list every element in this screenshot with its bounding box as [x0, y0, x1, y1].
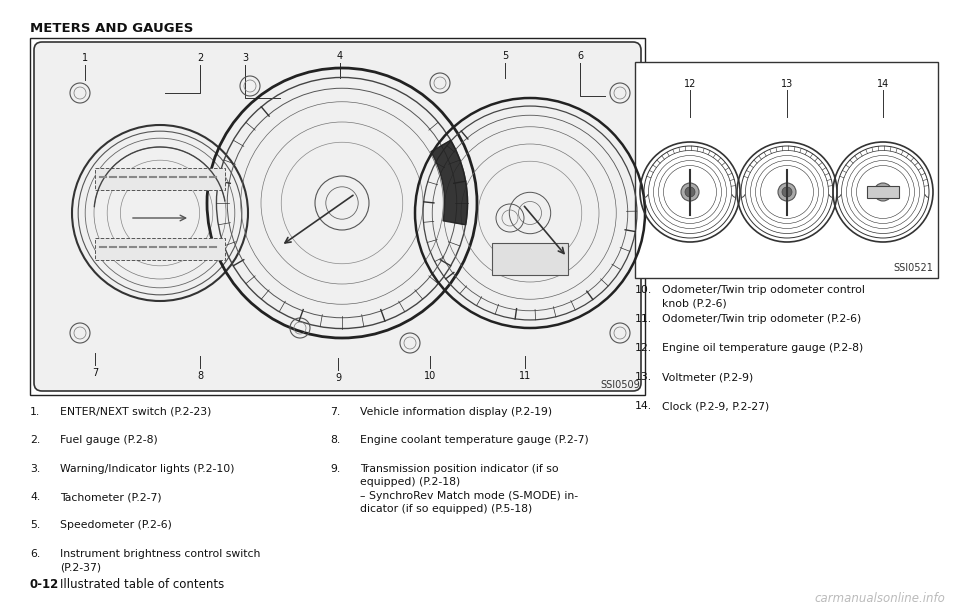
Text: 7.: 7. [330, 407, 340, 417]
Text: 4: 4 [337, 51, 343, 61]
Text: Speedometer (P.2-6): Speedometer (P.2-6) [60, 521, 172, 530]
Text: – SynchroRev Match mode (S-MODE) in-: – SynchroRev Match mode (S-MODE) in- [360, 491, 578, 500]
Circle shape [778, 183, 796, 201]
Bar [635, 62, 938, 278]
Text: 11.: 11. [635, 314, 652, 324]
Text: Warning/Indicator lights (P.2-10): Warning/Indicator lights (P.2-10) [60, 464, 234, 474]
Bar [30, 38, 645, 395]
Text: equipped) (P.2-18): equipped) (P.2-18) [360, 477, 460, 487]
Text: 7: 7 [92, 368, 98, 378]
Circle shape [878, 187, 888, 197]
Text: 10: 10 [424, 371, 436, 381]
Bar [492, 243, 568, 275]
FancyBboxPatch shape [34, 42, 641, 391]
Text: 4.: 4. [30, 492, 40, 502]
Text: Illustrated table of contents: Illustrated table of contents [60, 578, 225, 591]
Text: 12: 12 [684, 79, 696, 89]
Text: 1.: 1. [30, 407, 40, 417]
Text: Odometer/Twin trip odometer (P.2-6): Odometer/Twin trip odometer (P.2-6) [662, 314, 861, 324]
Text: Clock (P.2-9, P.2-27): Clock (P.2-9, P.2-27) [662, 401, 769, 411]
Text: SSI0521: SSI0521 [893, 263, 933, 273]
Text: 8.: 8. [330, 436, 340, 445]
Text: METERS AND GAUGES: METERS AND GAUGES [30, 22, 193, 35]
Text: Engine coolant temperature gauge (P.2-7): Engine coolant temperature gauge (P.2-7) [360, 436, 588, 445]
Circle shape [874, 183, 892, 201]
Text: 1: 1 [82, 53, 88, 63]
Text: 5.: 5. [30, 521, 40, 530]
Text: 5: 5 [502, 51, 508, 61]
Text: Voltmeter (P.2-9): Voltmeter (P.2-9) [662, 372, 754, 382]
Text: Tachometer (P.2-7): Tachometer (P.2-7) [60, 492, 161, 502]
Bar [95, 168, 225, 190]
Text: knob (P.2-6): knob (P.2-6) [662, 299, 727, 309]
Text: Transmission position indicator (if so: Transmission position indicator (if so [360, 464, 559, 474]
Text: 8: 8 [197, 371, 204, 381]
Circle shape [681, 183, 699, 201]
Text: 14.: 14. [635, 401, 652, 411]
Text: SSI0509: SSI0509 [600, 380, 640, 390]
Text: carmanualsonline.info: carmanualsonline.info [814, 592, 945, 605]
Text: 14: 14 [876, 79, 889, 89]
Text: 6: 6 [577, 51, 583, 61]
Text: 13: 13 [780, 79, 793, 89]
Text: 9: 9 [335, 373, 341, 383]
Text: dicator (if so equipped) (P.5-18): dicator (if so equipped) (P.5-18) [360, 504, 532, 514]
Text: 2.: 2. [30, 436, 40, 445]
Text: Engine oil temperature gauge (P.2-8): Engine oil temperature gauge (P.2-8) [662, 343, 863, 353]
Text: 3.: 3. [30, 464, 40, 474]
Text: 11: 11 [518, 371, 531, 381]
Text: ENTER/NEXT switch (P.2-23): ENTER/NEXT switch (P.2-23) [60, 407, 211, 417]
Text: 2: 2 [197, 53, 204, 63]
Text: Vehicle information display (P.2-19): Vehicle information display (P.2-19) [360, 407, 552, 417]
Polygon shape [431, 141, 468, 225]
Circle shape [782, 187, 792, 197]
Text: 0-12: 0-12 [30, 578, 60, 591]
Text: Fuel gauge (P.2-8): Fuel gauge (P.2-8) [60, 436, 157, 445]
Bar [867, 186, 899, 198]
Text: (P.2-37): (P.2-37) [60, 562, 101, 573]
Text: 6.: 6. [30, 549, 40, 558]
Text: 3: 3 [242, 53, 248, 63]
Text: 13.: 13. [635, 372, 652, 382]
Text: 12.: 12. [635, 343, 652, 353]
Text: Instrument brightness control switch: Instrument brightness control switch [60, 549, 260, 558]
Text: 9.: 9. [330, 464, 340, 474]
Text: 10.: 10. [635, 285, 652, 295]
Bar [95, 238, 225, 260]
Text: Odometer/Twin trip odometer control: Odometer/Twin trip odometer control [662, 285, 865, 295]
Circle shape [685, 187, 695, 197]
